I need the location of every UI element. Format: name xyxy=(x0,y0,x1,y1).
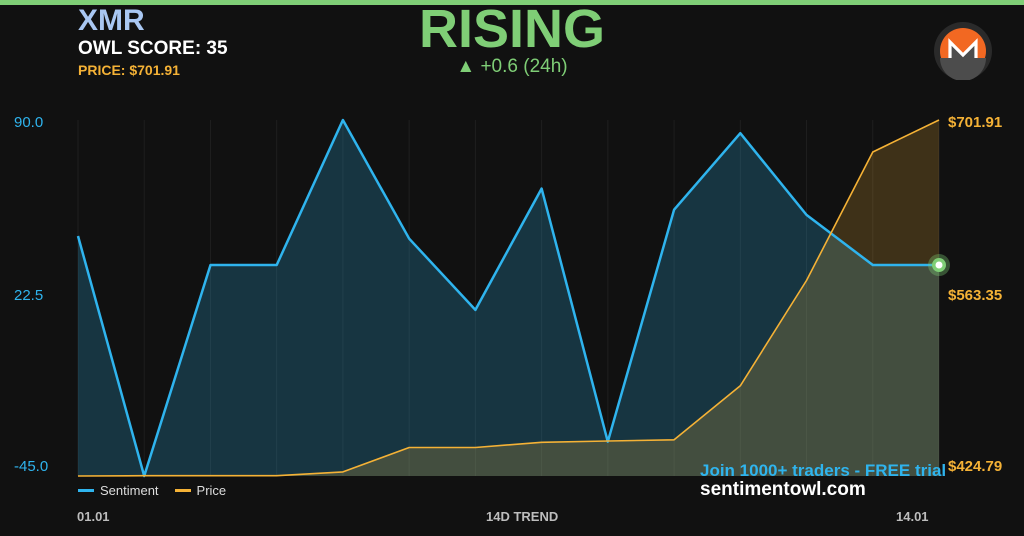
legend-label-price: Price xyxy=(196,483,227,498)
x-tick-end: 14.01 xyxy=(896,509,929,524)
current-price: PRICE: $701.91 xyxy=(78,62,180,78)
x-tick-start: 01.01 xyxy=(77,509,110,524)
x-axis-title: 14D TREND xyxy=(486,509,559,524)
sentiment-area xyxy=(78,120,939,476)
trend-change: ▲ +0.6 (24h) xyxy=(456,56,568,77)
owl-score: OWL SCORE: 35 xyxy=(78,38,228,59)
site-link[interactable]: sentimentowl.com xyxy=(700,479,866,500)
y-left-tick-top: 90.0 xyxy=(14,114,44,131)
coin-ticker: XMR xyxy=(78,4,145,37)
y-right-tick-bottom: $424.79 xyxy=(948,458,1003,475)
y-right-tick-mid: $563.35 xyxy=(948,287,1003,304)
y-left-tick-bottom: -45.0 xyxy=(14,458,49,475)
current-point-core xyxy=(935,261,943,269)
legend-swatch-sentiment xyxy=(78,489,94,492)
sentiment-line xyxy=(76,118,939,478)
y-right-tick-top: $701.91 xyxy=(948,114,1003,131)
price-area xyxy=(78,120,939,476)
price-line xyxy=(77,119,940,477)
legend-item-price: Price xyxy=(174,483,227,498)
top-accent-bar xyxy=(0,0,1024,5)
chart-legend: Sentiment Price xyxy=(78,483,242,498)
y-left-tick-mid: 22.5 xyxy=(14,287,44,304)
legend-swatch-price xyxy=(174,489,191,492)
legend-item-sentiment: Sentiment xyxy=(78,483,159,498)
trend-status: RISING xyxy=(418,0,606,59)
promo-text[interactable]: Join 1000+ traders - FREE trial xyxy=(700,461,947,480)
monero-logo-icon xyxy=(934,22,992,80)
legend-label-sentiment: Sentiment xyxy=(100,483,159,498)
